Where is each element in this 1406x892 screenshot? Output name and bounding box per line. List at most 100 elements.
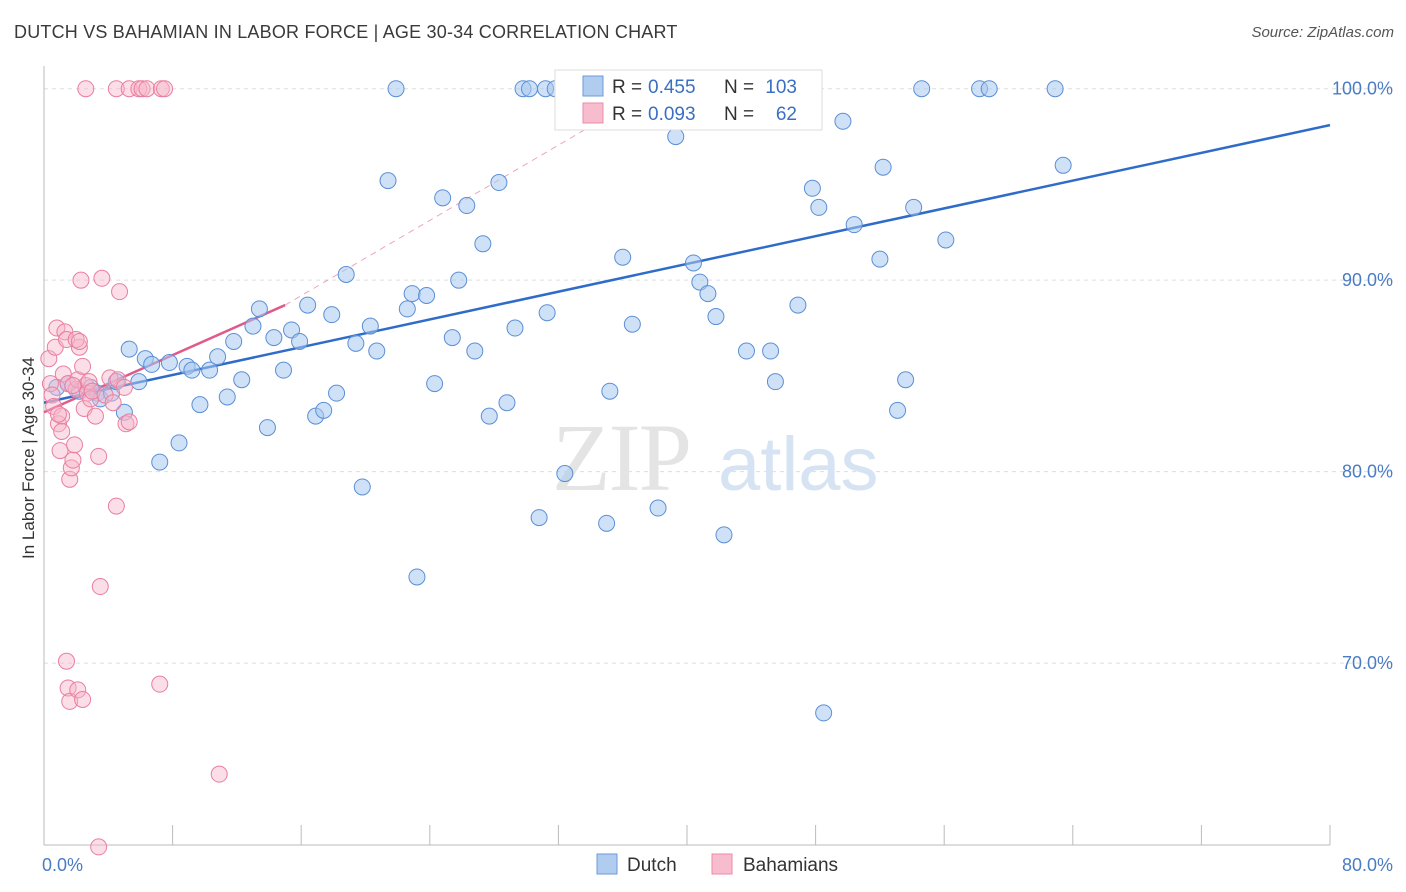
bottom-legend-swatch-bahamians — [711, 853, 733, 875]
bahamian-point — [210, 765, 228, 783]
dutch-point — [418, 287, 436, 304]
dutch-point — [715, 526, 733, 544]
dutch-point — [1054, 156, 1072, 174]
dutch-point — [614, 248, 632, 266]
dutch-point — [466, 342, 484, 360]
dutch-point — [980, 80, 998, 98]
bottom-legend-label-dutch: Dutch — [627, 855, 677, 876]
axes — [43, 66, 1331, 846]
bahamian-point — [86, 407, 104, 425]
legend-n-label-bahamians: N = — [724, 104, 754, 125]
legend-n-label-dutch: N = — [724, 77, 754, 98]
dutch-point — [601, 382, 619, 400]
dutch-point — [233, 371, 251, 389]
legend-n-value-bahamians: 62 — [776, 104, 797, 125]
bahamian-point — [58, 331, 76, 349]
dutch-point — [201, 361, 219, 379]
bahamian-point — [138, 80, 156, 98]
source-label: Source: ZipAtlas.com — [1251, 24, 1394, 41]
dutch-point — [434, 189, 452, 207]
x-tick-label: 80.0% — [1342, 855, 1393, 875]
dutch-point — [691, 273, 709, 291]
dutch-point — [120, 340, 138, 358]
dutch-point — [398, 300, 416, 318]
dutch-point — [556, 465, 574, 483]
bahamian-point — [67, 331, 85, 349]
y-tick-label: 80.0% — [1342, 462, 1393, 482]
bahamian-point — [72, 271, 90, 289]
bahamian-point — [69, 681, 87, 699]
tick-labels: 70.0% 80.0% 90.0% 100.0% 0.0% 80.0% — [42, 79, 1393, 875]
dutch-point — [623, 315, 641, 333]
dutch-point — [538, 304, 556, 322]
dutch-point — [897, 371, 915, 389]
bahamian-point — [48, 319, 66, 337]
data-points — [40, 80, 1072, 856]
dutch-point — [299, 296, 317, 314]
dutch-point — [530, 509, 548, 527]
dutch-point — [699, 285, 717, 303]
bahamian-point — [80, 373, 98, 391]
dutch-point — [443, 329, 461, 347]
bahamian-point — [90, 447, 108, 465]
dutch-point — [209, 348, 227, 366]
bahamian-point — [66, 436, 84, 454]
dutch-point — [845, 216, 863, 234]
bahamian-point — [64, 451, 82, 469]
dutch-point — [667, 128, 685, 146]
dutch-point — [474, 235, 492, 253]
bahamian-point — [117, 415, 135, 433]
bahamian-point — [104, 394, 122, 412]
dutch-point — [275, 361, 293, 379]
dutch-point — [387, 80, 405, 98]
bahamian-point — [54, 365, 72, 383]
dutch-point — [506, 319, 524, 337]
legend-r-label-bahamians: R = — [612, 104, 642, 125]
x-tick-label: 0.0% — [42, 855, 83, 875]
dutch-point — [408, 568, 426, 586]
bottom-legend-label-bahamians: Bahamians — [743, 855, 838, 876]
dutch-point — [520, 80, 538, 98]
dutch-point — [450, 271, 468, 289]
dutch-point — [598, 514, 616, 532]
dutch-point — [766, 373, 784, 391]
dutch-point — [353, 478, 371, 496]
dutch-point — [498, 394, 516, 412]
dutch-point — [762, 342, 780, 360]
bahamian-point — [58, 652, 76, 670]
dutch-point — [707, 308, 725, 326]
dutch-point — [368, 342, 386, 360]
dutch-point — [684, 254, 702, 272]
bahamian-point — [115, 378, 133, 396]
dutch-point — [347, 334, 365, 352]
legend-box: R = 0.455 N = 103 R = 0.093 N = 62 — [554, 69, 823, 131]
legend-n-value-dutch: 103 — [765, 77, 797, 98]
bahamian-point — [107, 80, 125, 98]
dutch-point — [913, 80, 931, 98]
dutch-point — [283, 321, 301, 339]
bahamian-point — [107, 497, 125, 515]
dutch-point — [379, 172, 397, 190]
bottom-legend-swatch-dutch — [596, 853, 618, 875]
dutch-point — [458, 197, 476, 215]
dutch-point — [315, 401, 333, 419]
dutch-point — [244, 317, 262, 335]
watermark: ZIP atlas — [552, 404, 879, 511]
dutch-point — [130, 373, 148, 391]
dutch-point — [480, 407, 498, 425]
bahamian-point — [93, 269, 111, 287]
dutch-point — [218, 388, 236, 406]
dutch-point — [258, 419, 276, 437]
y-tick-label: 90.0% — [1342, 270, 1393, 290]
bahamian-point — [120, 80, 138, 98]
watermark-atlas: atlas — [718, 422, 879, 507]
dutch-point — [250, 300, 268, 318]
dutch-point — [291, 332, 309, 350]
dutch-point — [191, 396, 209, 414]
bahamian-point — [151, 675, 169, 693]
dutch-point — [183, 361, 201, 379]
legend-swatch-bahamians — [582, 102, 604, 124]
dutch-point — [649, 499, 667, 517]
dutch-point — [361, 317, 379, 335]
